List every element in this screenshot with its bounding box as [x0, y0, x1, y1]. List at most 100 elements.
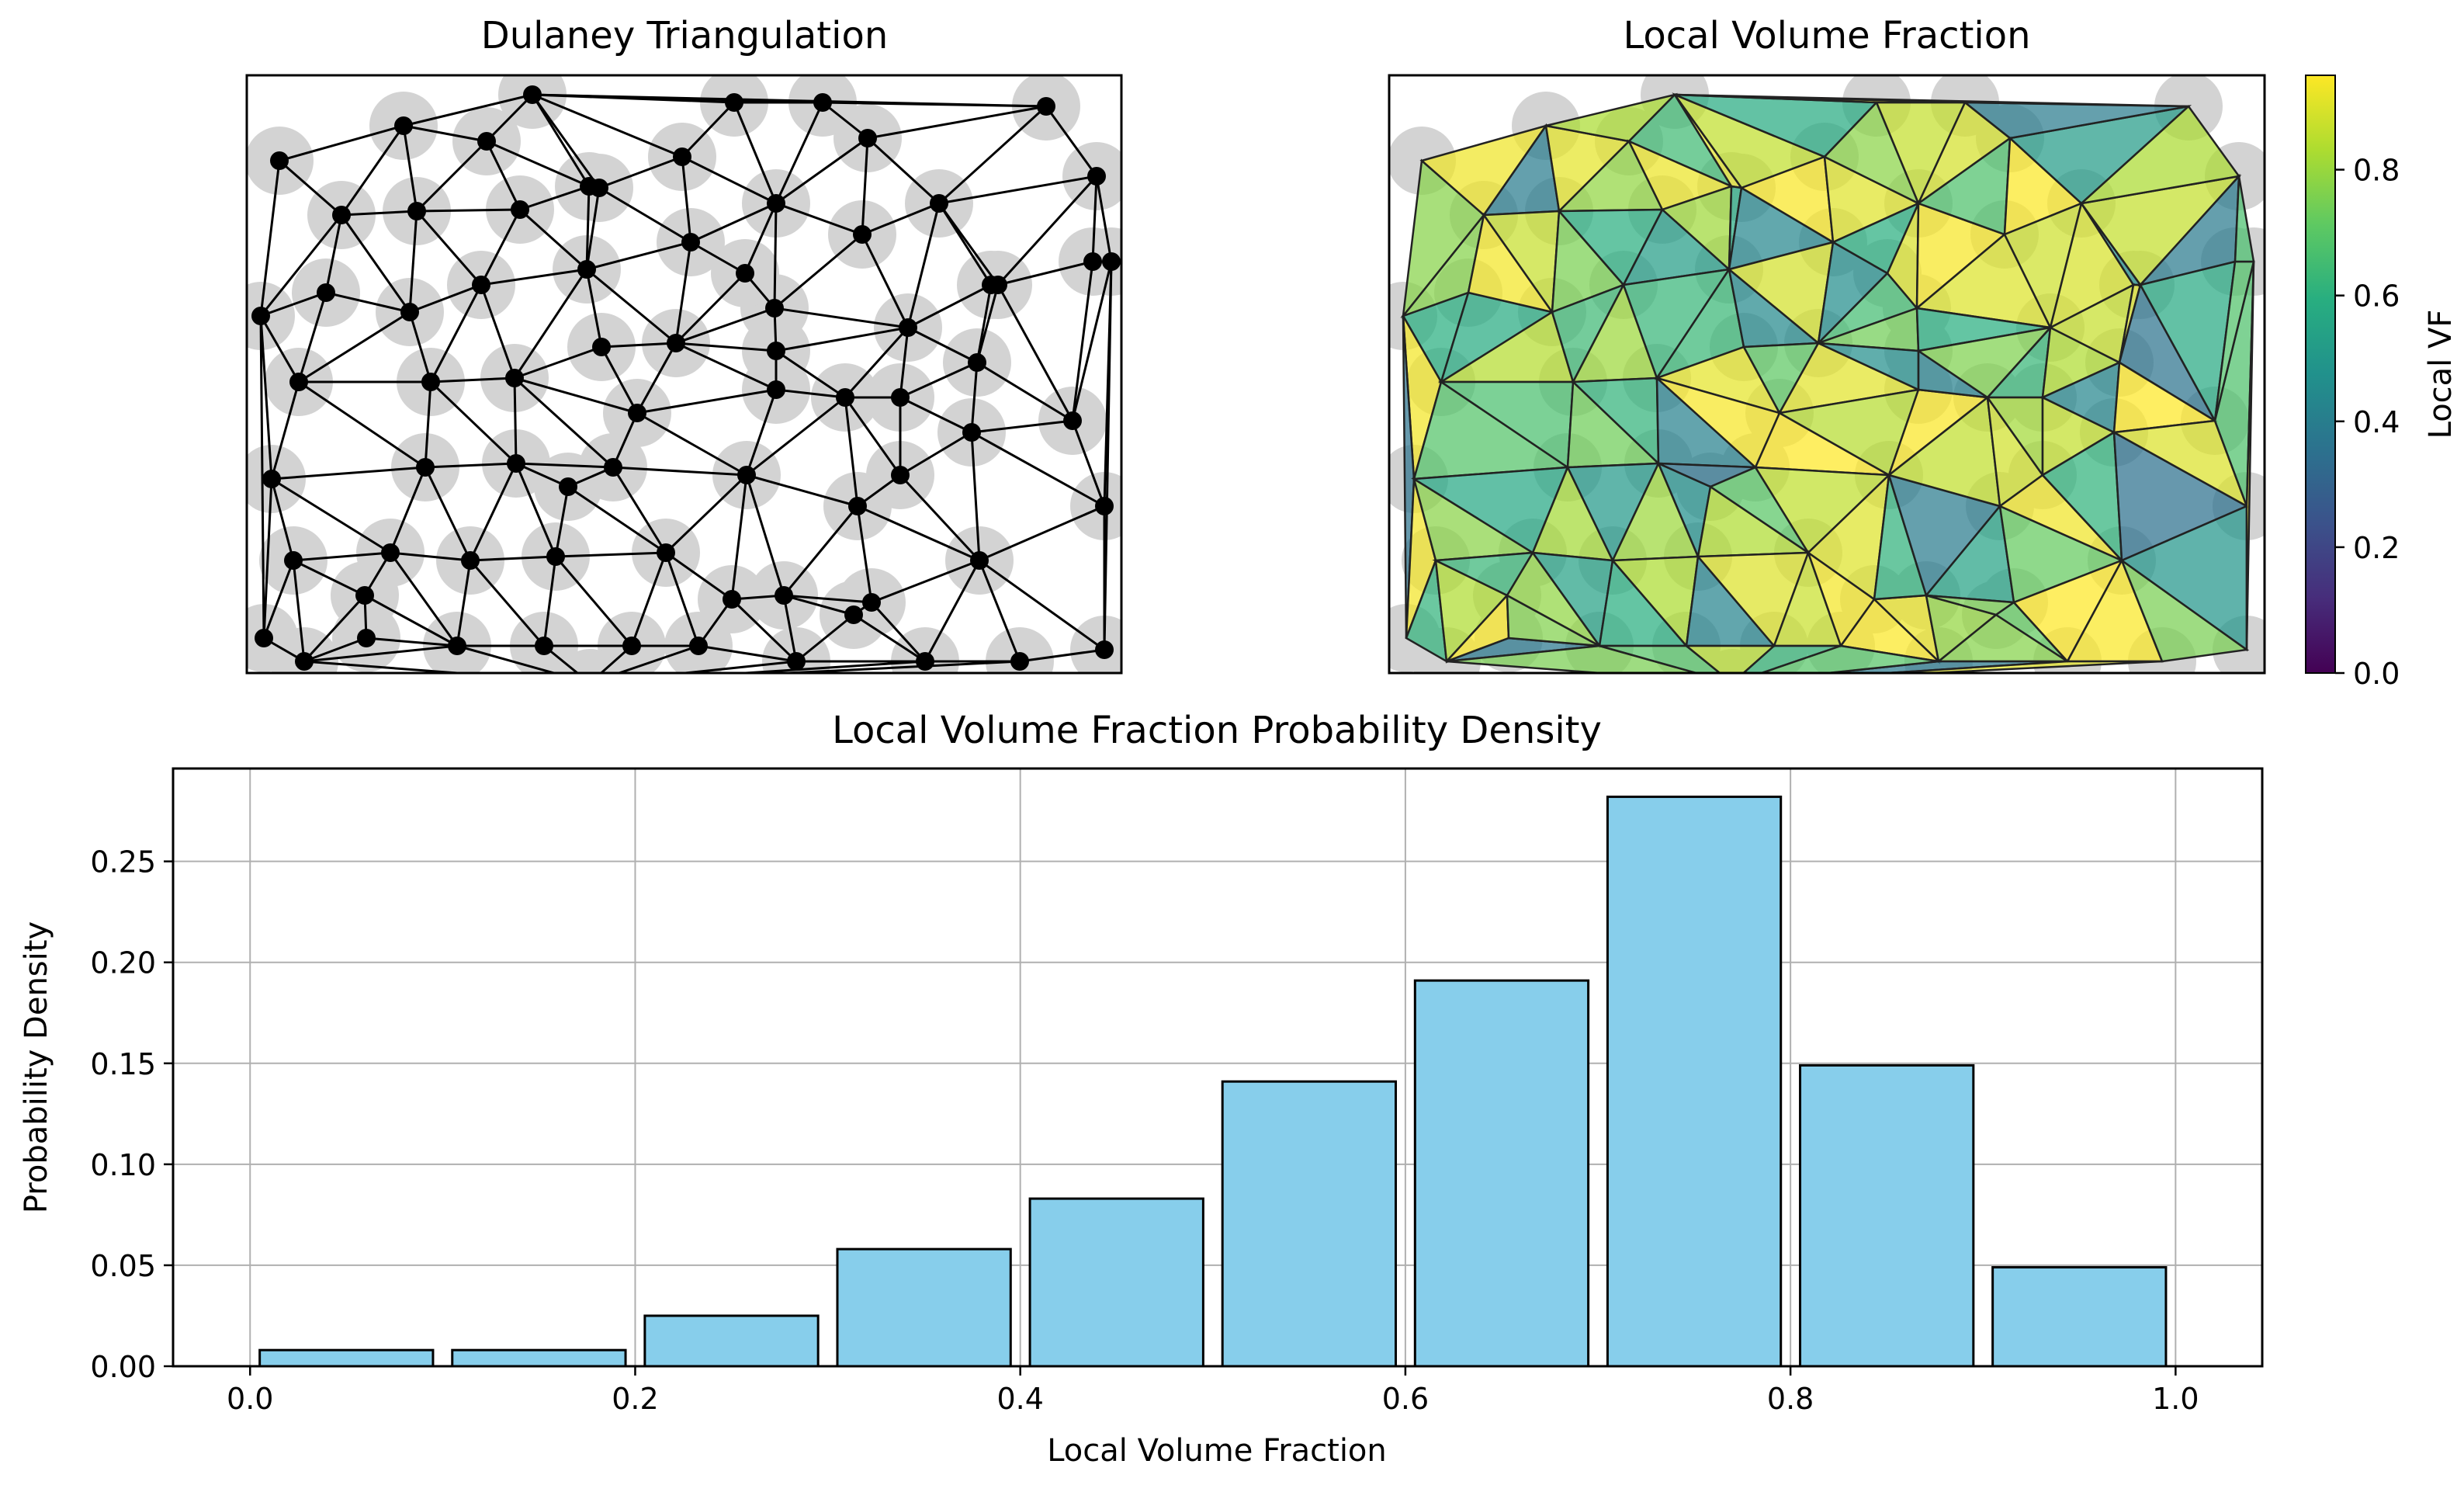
triangulation-edge	[585, 187, 601, 270]
triangulation-node	[381, 543, 400, 562]
histogram-frame	[172, 767, 2264, 1368]
triangulation-edge	[586, 241, 691, 271]
triangulation-node	[295, 652, 314, 671]
triangulation-edge	[971, 419, 1073, 434]
x-axis-label: Local Volume Fraction	[1047, 1433, 1387, 1469]
triangulation-edge	[899, 327, 910, 398]
triangulation-edge	[775, 388, 846, 399]
triangulation-edge	[567, 485, 667, 554]
triangulation-edge	[555, 551, 667, 558]
triangulation-edge	[857, 505, 980, 562]
triangulation-node	[916, 652, 934, 671]
triangulation-edge	[259, 214, 343, 317]
histogram-panel: Local Volume Fraction Probability Densit…	[19, 709, 2264, 1469]
vf-triangle	[2119, 557, 2250, 663]
triangulation-edge	[389, 467, 427, 553]
triangulation-edge	[675, 342, 777, 352]
triangulation-edge	[938, 175, 1097, 205]
triangulation-edge	[899, 361, 978, 399]
triangulation-edge	[733, 102, 778, 204]
triangulation-node	[844, 605, 863, 624]
triangulation-node	[836, 388, 854, 407]
triangulation-edge	[674, 241, 692, 344]
triangulation-edge	[681, 156, 692, 243]
triangulation-edge	[259, 315, 265, 639]
triangulation-node	[899, 318, 917, 337]
triangulation-edge	[674, 272, 747, 345]
colorbar-tick-label: 0.6	[2353, 279, 2400, 314]
y-tick-label: 0.25	[90, 845, 156, 880]
triangulation-edge	[366, 637, 458, 647]
y-tick-label: 0.15	[90, 1047, 156, 1081]
triangulation-edge	[730, 474, 748, 600]
triangulation-edge	[259, 315, 300, 383]
triangulation-node	[289, 373, 308, 391]
triangulation-edge	[783, 594, 854, 616]
triangulation-edge	[996, 284, 1074, 422]
triangulation-edge	[429, 284, 483, 383]
triangulation-edge	[970, 362, 979, 433]
triangulation-node	[255, 629, 273, 647]
volume-fraction-panel: Local Volume Fraction 0.0 0.2 0.4 0.6 0.8 Lo…	[1388, 14, 2459, 691]
triangulation-edge	[598, 155, 683, 189]
triangulation-edge	[775, 349, 846, 399]
histogram-bar	[1991, 1266, 2168, 1368]
triangulation-edge	[1095, 175, 1113, 262]
triangulation-edge	[514, 376, 638, 415]
triangulation-node	[355, 586, 374, 605]
triangulation-edge	[615, 644, 699, 673]
triangulation-edge	[364, 594, 458, 647]
triangulation-node	[765, 299, 784, 317]
triangulation-edge	[532, 93, 683, 158]
triangulation-node	[767, 380, 785, 399]
colorbar-tick-label: 0.4	[2353, 405, 2400, 439]
triangulation-edge	[424, 467, 472, 561]
histogram-bar	[1606, 795, 1783, 1368]
triangulation-edge	[795, 613, 854, 663]
histogram-title: Local Volume Fraction Probability Densit…	[832, 709, 1602, 752]
triangulation-edge	[996, 175, 1098, 286]
triangulation-edge	[515, 463, 557, 557]
triangulation-edge	[292, 560, 306, 662]
triangulation-panel: Dulaney Triangulation	[245, 14, 1123, 692]
triangulation-node	[461, 551, 480, 570]
triangulation-edge	[636, 388, 777, 415]
colorbar-tick-label: 0.2	[2353, 531, 2400, 565]
triangulation-node	[262, 470, 281, 488]
triangulation-edge	[513, 377, 518, 464]
triangulation-node	[317, 283, 335, 302]
triangulation-edge	[293, 559, 366, 597]
triangulation-edge	[415, 210, 483, 286]
triangulation-edge	[745, 389, 778, 476]
triangulation-edge	[907, 326, 978, 364]
triangulation-node	[400, 303, 419, 321]
triangulation-node	[421, 373, 440, 391]
triangulation-edge	[870, 601, 927, 663]
particle	[247, 282, 295, 350]
triangulation-edge	[598, 186, 691, 244]
triangulation-node	[332, 206, 351, 224]
colorbar-tick-label: 0.0	[2353, 657, 2400, 691]
y-tick-label: 0.05	[90, 1249, 156, 1283]
triangulation-node	[546, 547, 565, 566]
triangulation-edge	[531, 94, 601, 189]
x-ticks: 0.0 0.2 0.4 0.6 0.8 1.0	[227, 1366, 2199, 1416]
triangulation-edge	[698, 644, 797, 663]
triangulation-edge	[612, 412, 639, 468]
triangulation-edge	[612, 466, 747, 477]
triangulation-edge	[485, 93, 534, 143]
triangulation-node	[394, 116, 413, 135]
vf-triangle	[2078, 105, 2241, 205]
triangle-layer	[1400, 92, 2255, 673]
triangulation-node	[580, 674, 599, 692]
triangulation-node	[270, 151, 289, 170]
histogram-bar	[1028, 1197, 1204, 1368]
triangulation-node	[725, 93, 743, 112]
triangulation-edge	[389, 552, 459, 647]
triangulation-node	[1095, 497, 1114, 515]
bar-layer	[258, 795, 2168, 1368]
triangulation-node	[628, 404, 646, 422]
triangulation-edge	[415, 140, 488, 213]
triangulation-node	[559, 477, 577, 496]
triangulation-edge	[844, 326, 910, 399]
